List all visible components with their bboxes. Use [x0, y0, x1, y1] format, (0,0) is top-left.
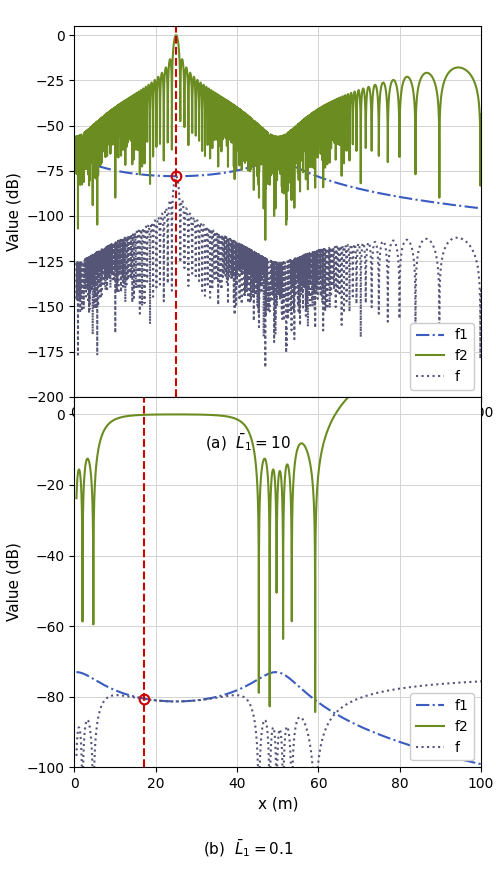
- f: [375, 687, 381, 698]
- f: [316, 750, 322, 760]
- f: [73, 257, 79, 268]
- Text: (a)  $\bar{L}_1 = 10$: (a) $\bar{L}_1 = 10$: [205, 432, 291, 453]
- f: [478, 283, 484, 293]
- f: [262, 362, 268, 372]
- Legend: f1, f2, f: f1, f2, f: [410, 323, 474, 390]
- f1: [316, 698, 322, 708]
- f2: [375, 114, 381, 125]
- f1: [337, 711, 343, 721]
- f2: [406, 73, 412, 84]
- f1: [406, 194, 412, 204]
- f2: [228, 137, 234, 147]
- f: [73, 751, 79, 761]
- f2: [478, 326, 484, 337]
- f1: [316, 172, 322, 182]
- f2: [316, 106, 322, 117]
- Y-axis label: Value (dB): Value (dB): [6, 172, 21, 251]
- Line: f1: f1: [76, 161, 481, 208]
- f: [406, 236, 412, 247]
- Line: f2: f2: [76, 35, 481, 240]
- Line: f: f: [76, 176, 481, 367]
- f1: [228, 687, 234, 698]
- f1: [406, 739, 412, 750]
- f1: [147, 170, 153, 181]
- f1: [375, 187, 381, 198]
- f2: [147, 410, 153, 420]
- f1: [375, 729, 381, 739]
- Line: f1: f1: [76, 672, 481, 764]
- Legend: f1, f2, f: f1, f2, f: [410, 693, 474, 760]
- f2: [375, 368, 381, 378]
- f2: [312, 707, 318, 718]
- f2: [406, 351, 412, 362]
- f1: [478, 759, 484, 769]
- f: [478, 676, 484, 686]
- Line: f: f: [76, 681, 481, 872]
- X-axis label: x (m): x (m): [257, 426, 298, 441]
- X-axis label: x (m): x (m): [257, 797, 298, 812]
- f2: [337, 402, 343, 412]
- f2: [147, 118, 153, 128]
- f: [337, 255, 343, 265]
- f: [228, 274, 234, 284]
- f2: [173, 30, 179, 40]
- f2: [73, 132, 79, 142]
- f1: [478, 203, 484, 214]
- f: [228, 691, 234, 701]
- f: [147, 257, 153, 268]
- f1: [73, 156, 79, 167]
- f2: [228, 412, 234, 423]
- Y-axis label: Value (dB): Value (dB): [6, 542, 21, 622]
- Text: (b)  $\bar{L}_1 = 0.1$: (b) $\bar{L}_1 = 0.1$: [203, 837, 293, 859]
- f: [316, 249, 322, 259]
- f: [337, 704, 343, 714]
- f2: [316, 461, 322, 472]
- Line: f2: f2: [76, 331, 481, 712]
- f: [406, 682, 412, 692]
- f1: [337, 179, 343, 189]
- f2: [478, 109, 484, 119]
- f: [173, 171, 179, 181]
- f1: [147, 694, 153, 705]
- f1: [73, 667, 79, 678]
- f2: [262, 235, 268, 245]
- f: [147, 695, 153, 705]
- f2: [337, 106, 343, 117]
- f1: [228, 167, 234, 177]
- f: [375, 271, 381, 282]
- f2: [73, 493, 79, 503]
